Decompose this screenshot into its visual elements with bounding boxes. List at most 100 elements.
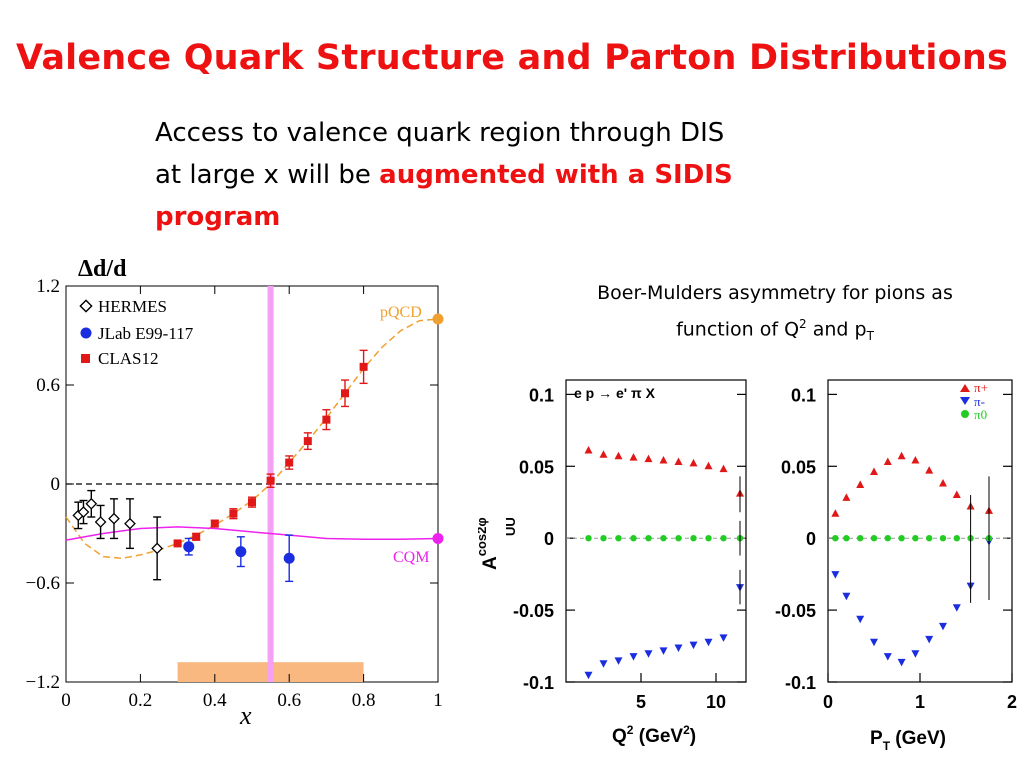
pt-x-label: PT (GeV) — [870, 728, 946, 753]
pi-zero-point — [898, 534, 905, 542]
pi-zero-point — [939, 534, 947, 542]
y-tick-label: -0.05 — [513, 601, 554, 621]
q2-x-label: Q2 (GeV2) — [612, 723, 696, 747]
pt-plot-frame — [827, 379, 1013, 683]
pi-zero-point — [953, 534, 960, 542]
jlab-point — [235, 546, 247, 558]
pi-minus-point — [719, 634, 728, 642]
legend-label-hermes: HERMES — [98, 297, 167, 316]
x-tick-label: 0 — [61, 690, 71, 711]
jlab-point — [183, 541, 195, 553]
legend-marker-hermes — [79, 299, 93, 313]
pt-x-sub: T — [883, 739, 891, 753]
pi-minus-point — [925, 635, 934, 644]
pi-minus-point — [659, 647, 668, 655]
pion-legend: π+ π- π0 — [960, 380, 988, 422]
q2-x-sup2: 2 — [683, 723, 690, 737]
pi-plus-point — [831, 509, 840, 517]
delta-d-chart: 0 0.2 0.4 0.6 0.8 1 1.2 0.6 0 −0.6 −1.2 Δd/d x HER… — [26, 256, 444, 730]
pi-minus-point — [897, 658, 906, 667]
hermes-point — [94, 516, 107, 528]
pi-minus-point — [952, 604, 961, 612]
pi-plus-point — [952, 490, 961, 499]
pi-plus-point — [897, 451, 906, 460]
legend-label-pi-plus: π+ — [974, 380, 988, 395]
pqcd-curve — [65, 318, 439, 560]
clas12-point — [229, 509, 238, 518]
pi-plus-point — [704, 461, 713, 470]
legend-label-jlab: JLab E99-117 — [98, 324, 194, 343]
pi-zero-point — [926, 534, 933, 542]
caption-q-sup: 2 — [799, 317, 807, 331]
hermes-point — [108, 512, 120, 525]
pi-plus-point — [939, 479, 947, 487]
legend-marker-clas12 — [81, 354, 90, 363]
pi-plus-point — [883, 457, 892, 465]
x-tick-label: 0.8 — [352, 690, 376, 711]
pi-minus-point — [689, 641, 698, 650]
y-tick-label: −0.6 — [26, 573, 60, 594]
caption-and-p: and p — [806, 318, 867, 341]
q2-x-mid: (GeV — [633, 726, 683, 747]
pi-plus-point — [629, 453, 638, 461]
pi-zero-point — [585, 534, 592, 542]
y-tick-label: 0.1 — [529, 385, 554, 405]
pi-minus-point — [674, 644, 683, 652]
pt-x-p: P — [870, 728, 883, 749]
caption-line-1: Boer-Mulders asymmetry for pions as — [597, 282, 953, 304]
y-axis-label: Δd/d — [78, 256, 127, 282]
q2-x-q: Q — [612, 726, 627, 747]
pi-zero-point — [690, 534, 697, 542]
pi-minus-point — [644, 650, 653, 658]
clas12-point — [285, 458, 294, 467]
clas12-point — [322, 415, 331, 424]
pqcd-endpoint — [432, 313, 444, 325]
pi-zero-point — [615, 534, 622, 542]
pi-zero-point — [884, 534, 891, 542]
pi-plus-point — [719, 464, 728, 473]
clas12-point — [266, 476, 275, 485]
x-tick-label: 10 — [706, 692, 726, 712]
pi-zero-point — [600, 534, 607, 542]
caption-line-2: function of Q2 and pT — [540, 309, 1010, 352]
clas12-point — [303, 437, 312, 446]
pi-plus-point — [614, 451, 623, 460]
pi-zero-point — [630, 534, 637, 542]
intro-line-2-prefix: at large x will be — [155, 160, 380, 190]
pi-zero-point — [870, 534, 878, 542]
jlab-point — [283, 552, 295, 564]
pi-zero-point — [675, 534, 682, 542]
pi-zero-point — [843, 534, 850, 542]
cqm-label: CQM — [393, 549, 429, 566]
q2-x-sup: 2 — [627, 723, 634, 737]
intro-text: Access to valence quark region through D… — [155, 112, 915, 238]
y-tick-label: -0.1 — [523, 673, 554, 693]
intro-line-2: at large x will be augmented with a SIDI… — [155, 154, 915, 196]
boer-mulders-caption: Boer-Mulders asymmetry for pions as func… — [540, 278, 1010, 352]
legend-marker-jlab — [80, 327, 92, 339]
intro-line-3: program — [155, 196, 915, 238]
pi-plus-point — [870, 467, 878, 476]
clas12-point — [192, 532, 201, 541]
pi-zero-point — [912, 534, 919, 542]
x-tick-label: 0.4 — [203, 690, 227, 711]
pi-minus-point — [856, 615, 865, 624]
y-tick-label: 0 — [544, 529, 554, 549]
hermes-point — [77, 506, 90, 518]
clas12-point — [341, 389, 349, 398]
pi-plus-point — [659, 456, 668, 464]
pi-minus-point — [629, 653, 638, 661]
legend-label-clas12: CLAS12 — [98, 349, 158, 368]
slide-title: Valence Quark Structure and Parton Distr… — [15, 38, 1009, 78]
pt-asymmetry-chart: 0 1 2 0.1 0.05 0 -0.05 -0.1 π+ π- π0 PT (GeV) — [775, 379, 1017, 753]
legend-marker-pi-minus — [960, 397, 970, 405]
pi-minus-point — [831, 571, 840, 579]
pi-minus-point — [704, 638, 713, 647]
x-tick-label: 5 — [636, 692, 646, 712]
pi-plus-point — [599, 450, 608, 458]
legend-label-pi-minus: π- — [974, 394, 985, 409]
caption-q: function of Q — [676, 318, 800, 341]
pi-zero-point — [857, 534, 864, 542]
x-tick-label: 1 — [915, 692, 925, 712]
y-tick-label: 0.1 — [791, 385, 816, 405]
